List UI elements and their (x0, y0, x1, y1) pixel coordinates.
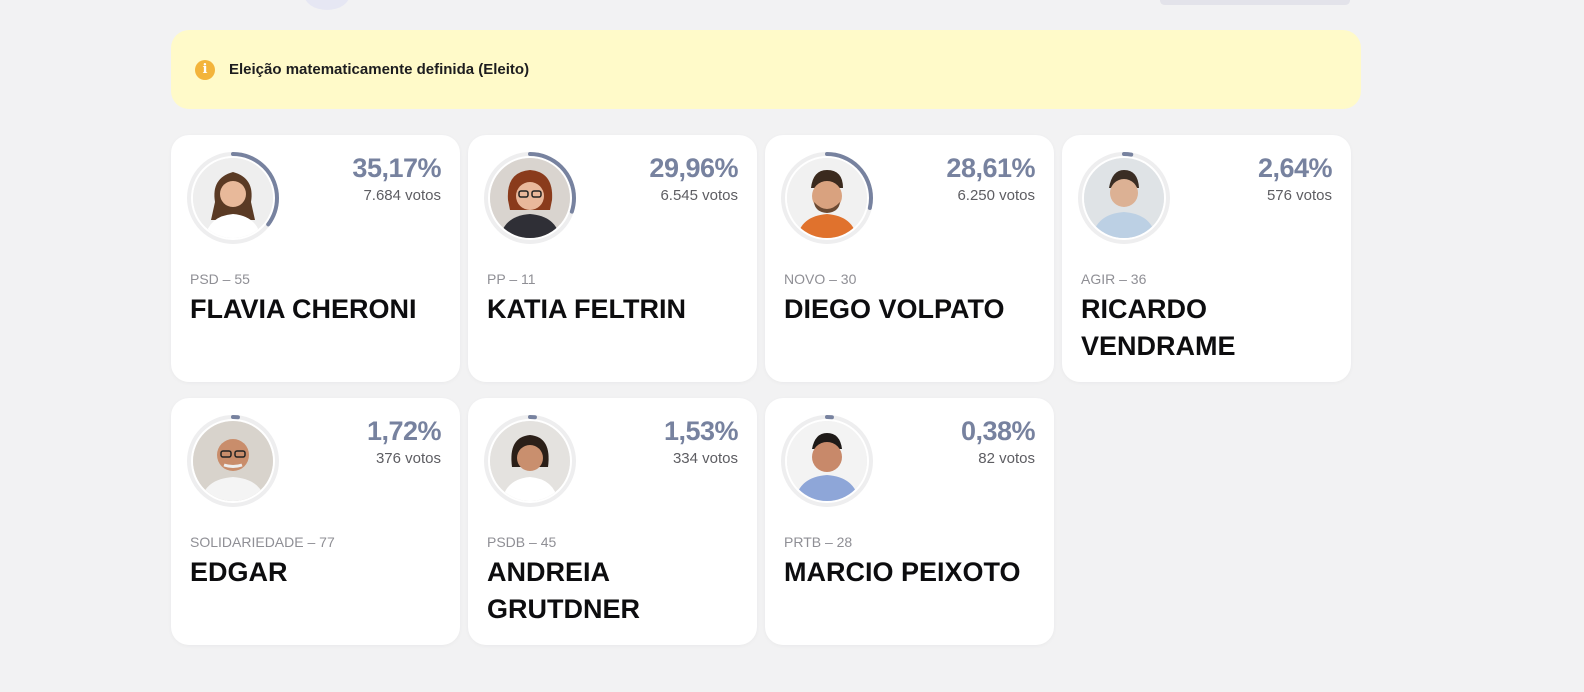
avatar (1084, 158, 1164, 238)
avatar (193, 421, 273, 501)
candidate-photo (483, 414, 577, 508)
candidate-name: RICARDO VENDRAME (1081, 294, 1236, 361)
vote-share-ring (484, 152, 576, 244)
vote-share-arc (187, 152, 279, 244)
vote-share-arc (484, 152, 576, 244)
election-status-alert: i Eleição matematicamente definida (Elei… (171, 30, 1361, 109)
alert-text: Eleição matematicamente definida (Eleito… (229, 61, 530, 78)
party-label: PRTB – 28 (784, 534, 853, 550)
vote-share-ring (781, 415, 873, 507)
candidate-name: DIEGO VOLPATO (784, 294, 1005, 324)
party-label: NOVO – 30 (784, 271, 857, 287)
vote-share-ring (187, 152, 279, 244)
candidate-card[interactable]: 35,17% 7.684 votos PSD – 55 FLAVIA CHERO… (171, 135, 460, 382)
vote-count: 334 votos (672, 450, 738, 467)
avatar (787, 421, 867, 501)
vote-share-ring (187, 415, 279, 507)
avatar (787, 158, 867, 238)
vote-count: 576 votos (1266, 187, 1332, 204)
candidate-card[interactable]: 2,64% 576 votos AGIR – 36 RICARDO VENDRA… (1062, 135, 1351, 382)
vote-share-ring (484, 415, 576, 507)
vote-count: 7.684 votos (363, 187, 441, 204)
candidate-photo (1077, 151, 1171, 245)
vote-share-arc (781, 152, 873, 244)
vote-percentage: 2,64% (1257, 153, 1333, 183)
candidate-name: EDGAR (190, 557, 288, 587)
party-label: PSDB – 45 (487, 534, 557, 550)
vote-share-ring (781, 152, 873, 244)
vote-share-arc (484, 415, 576, 507)
vote-count: 82 votos (978, 450, 1035, 467)
avatar (490, 421, 570, 501)
info-icon: i (195, 59, 215, 80)
vote-percentage: 1,72% (366, 416, 442, 446)
vote-percentage: 0,38% (960, 416, 1036, 446)
party-label: PP – 11 (487, 271, 536, 287)
candidate-photo (186, 414, 280, 508)
vote-percentage: 29,96% (649, 153, 738, 183)
party-label: PSD – 55 (190, 271, 250, 287)
vote-share-arc (1078, 152, 1170, 244)
candidate-photo (780, 414, 874, 508)
candidate-name: ANDREIA GRUTDNER (487, 557, 640, 624)
candidate-card[interactable]: 1,72% 376 votos SOLIDARIEDADE – 77 EDGAR (171, 398, 460, 645)
vote-percentage: 35,17% (352, 153, 441, 183)
candidate-card[interactable]: 28,61% 6.250 votos NOVO – 30 DIEGO VOLPA… (765, 135, 1054, 382)
vote-percentage: 1,53% (663, 416, 739, 446)
vote-percentage: 28,61% (946, 153, 1035, 183)
header-control-partial[interactable] (1160, 0, 1350, 5)
candidate-name: KATIA FELTRIN (487, 294, 686, 324)
vote-count: 6.545 votos (660, 187, 738, 204)
avatar (490, 158, 570, 238)
vote-count: 376 votos (375, 450, 441, 467)
candidate-name: MARCIO PEIXOTO (784, 557, 1021, 587)
candidate-card[interactable]: 0,38% 82 votos PRTB – 28 MARCIO PEIXOTO (765, 398, 1054, 645)
party-label: SOLIDARIEDADE – 77 (190, 534, 335, 550)
party-label: AGIR – 36 (1081, 271, 1147, 287)
candidate-name: FLAVIA CHERONI (190, 294, 417, 324)
vote-share-arc (781, 415, 873, 507)
vote-share-arc (187, 415, 279, 507)
candidate-card[interactable]: 29,96% 6.545 votos PP – 11 KATIA FELTRIN (468, 135, 757, 382)
vote-share-ring (1078, 152, 1170, 244)
candidate-photo (186, 151, 280, 245)
vote-count: 6.250 votos (957, 187, 1035, 204)
candidate-card[interactable]: 1,53% 334 votos PSDB – 45 ANDREIA GRUTDN… (468, 398, 757, 645)
candidate-photo (483, 151, 577, 245)
avatar (193, 158, 273, 238)
header-avatar-partial (304, 0, 350, 10)
candidate-photo (780, 151, 874, 245)
